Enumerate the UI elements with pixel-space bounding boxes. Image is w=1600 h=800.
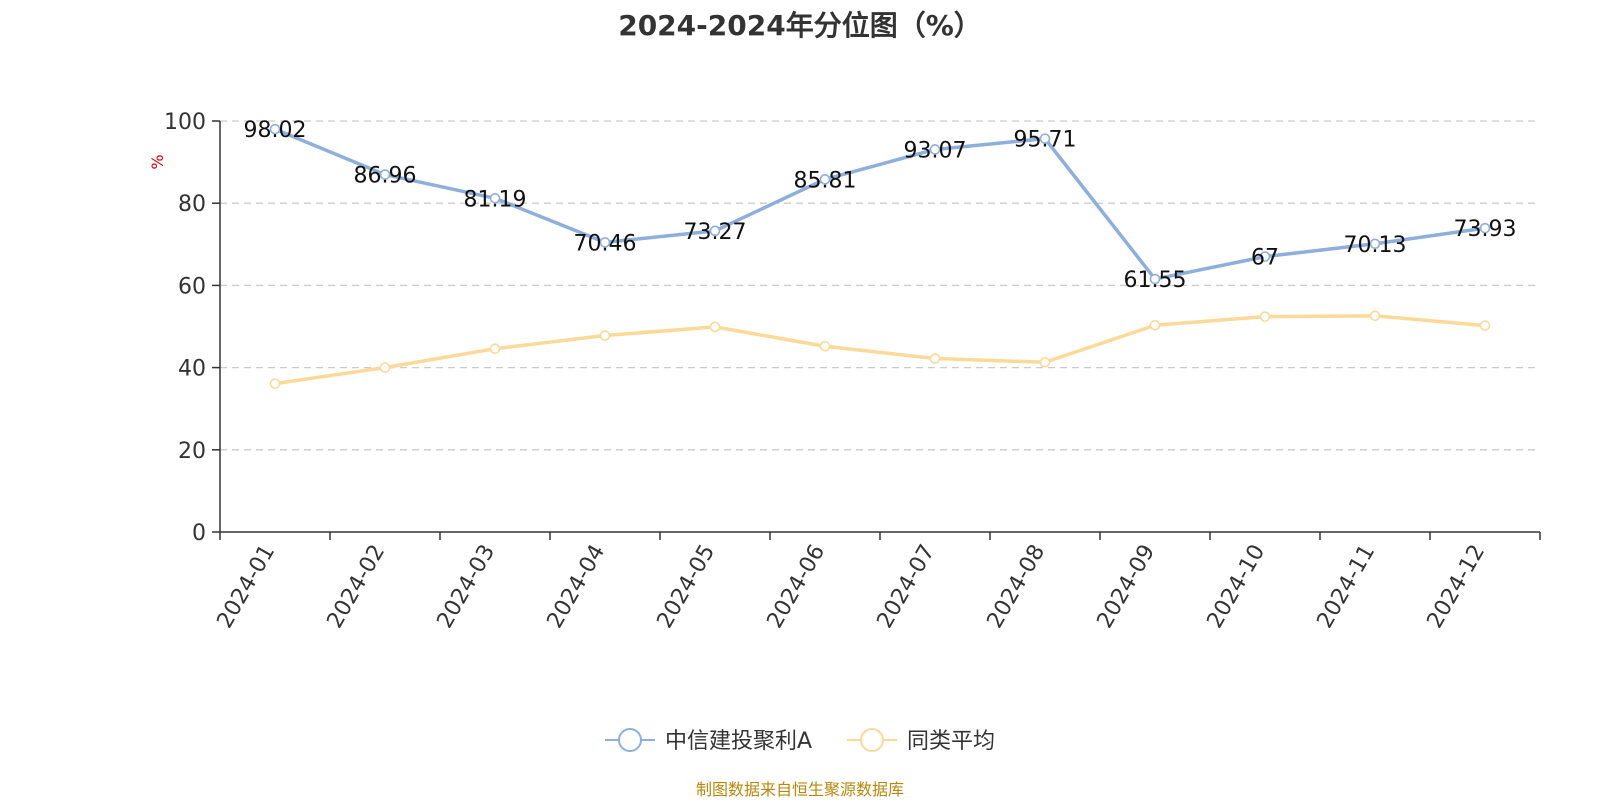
legend-item-1[interactable]: 同类平均 — [847, 728, 995, 754]
data-point[interactable] — [1479, 222, 1491, 234]
y-tick-label: 60 — [178, 274, 206, 299]
data-point[interactable] — [819, 174, 831, 185]
x-tick-label: 2024-07 — [873, 541, 941, 633]
data-label: 98.02 — [244, 118, 307, 143]
data-label: 86.96 — [354, 164, 417, 189]
data-label: 70.46 — [574, 231, 637, 256]
y-tick-label: 100 — [164, 110, 206, 135]
y-tick-label: 20 — [178, 439, 206, 464]
chart-title: 2024-2024年分位图（%） — [618, 9, 982, 42]
data-label: 73.93 — [1454, 217, 1517, 242]
data-point[interactable] — [929, 353, 941, 364]
data-label: 81.19 — [464, 187, 527, 212]
data-point[interactable] — [1369, 238, 1381, 250]
data-label: 93.07 — [904, 138, 967, 163]
data-point[interactable] — [269, 378, 281, 389]
series-lines — [269, 123, 1491, 389]
data-point[interactable] — [489, 343, 501, 354]
data-point[interactable] — [379, 169, 391, 180]
data-point[interactable] — [819, 340, 831, 352]
data-point[interactable] — [1479, 320, 1491, 331]
data-point[interactable] — [1369, 310, 1381, 322]
x-tick-label: 2024-12 — [1423, 541, 1491, 633]
data-label: 67 — [1251, 246, 1279, 271]
x-tick-label: 2024-02 — [323, 541, 391, 633]
data-labels: 98.02 86.96 81.19 70.46 73.27 85.81 93.07 95.71… — [244, 118, 1517, 293]
x-tick-label: 2024-05 — [653, 541, 721, 633]
x-tick-label: 2024-01 — [213, 541, 281, 633]
grid-lines — [220, 120, 1540, 451]
series-line-1 — [274, 314, 1486, 386]
legend-label: 同类平均 — [907, 729, 995, 754]
legend-label: 中信建投聚利A — [665, 729, 812, 754]
data-point[interactable] — [1039, 356, 1051, 368]
y-tick-label: 40 — [178, 357, 206, 382]
data-point[interactable] — [1039, 133, 1051, 144]
data-label: 73.27 — [684, 220, 747, 245]
data-point[interactable] — [1259, 311, 1271, 322]
data-label: 95.71 — [1014, 128, 1077, 153]
x-tick-label: 2024-09 — [1093, 541, 1161, 633]
data-label: 70.13 — [1344, 233, 1407, 258]
source-note: 制图数据来自恒生聚源数据库 — [695, 780, 904, 799]
legend-item-0[interactable]: 中信建投聚利A — [605, 728, 812, 754]
data-point[interactable] — [379, 362, 391, 373]
series-line-0 — [274, 127, 1486, 281]
data-point[interactable] — [709, 225, 721, 237]
y-tick-label: 0 — [192, 521, 206, 546]
data-label: 61.55 — [1124, 268, 1187, 293]
data-point[interactable] — [1259, 251, 1271, 262]
x-tick-label: 2024-10 — [1203, 541, 1271, 633]
x-tick-label: 2024-08 — [983, 541, 1051, 633]
data-point[interactable] — [599, 330, 611, 341]
legend: 中信建投聚利A 同类平均 — [605, 728, 995, 754]
x-tick-label: 2024-11 — [1313, 541, 1381, 633]
data-point[interactable] — [489, 193, 501, 204]
x-tick-label: 2024-04 — [543, 541, 611, 633]
x-tick-label: 2024-03 — [433, 541, 501, 633]
data-point[interactable] — [929, 144, 941, 155]
data-point[interactable] — [709, 321, 721, 333]
data-point[interactable] — [1149, 273, 1161, 285]
data-point[interactable] — [599, 237, 611, 248]
y-axis-unit-label: % — [148, 154, 167, 169]
data-label: 85.81 — [794, 168, 857, 193]
legend-marker — [860, 728, 884, 752]
y-tick-label: 80 — [178, 192, 206, 217]
data-point[interactable] — [1149, 319, 1161, 331]
legend-marker — [618, 728, 642, 752]
x-tick-label: 2024-06 — [763, 541, 831, 633]
data-point[interactable] — [269, 123, 281, 135]
